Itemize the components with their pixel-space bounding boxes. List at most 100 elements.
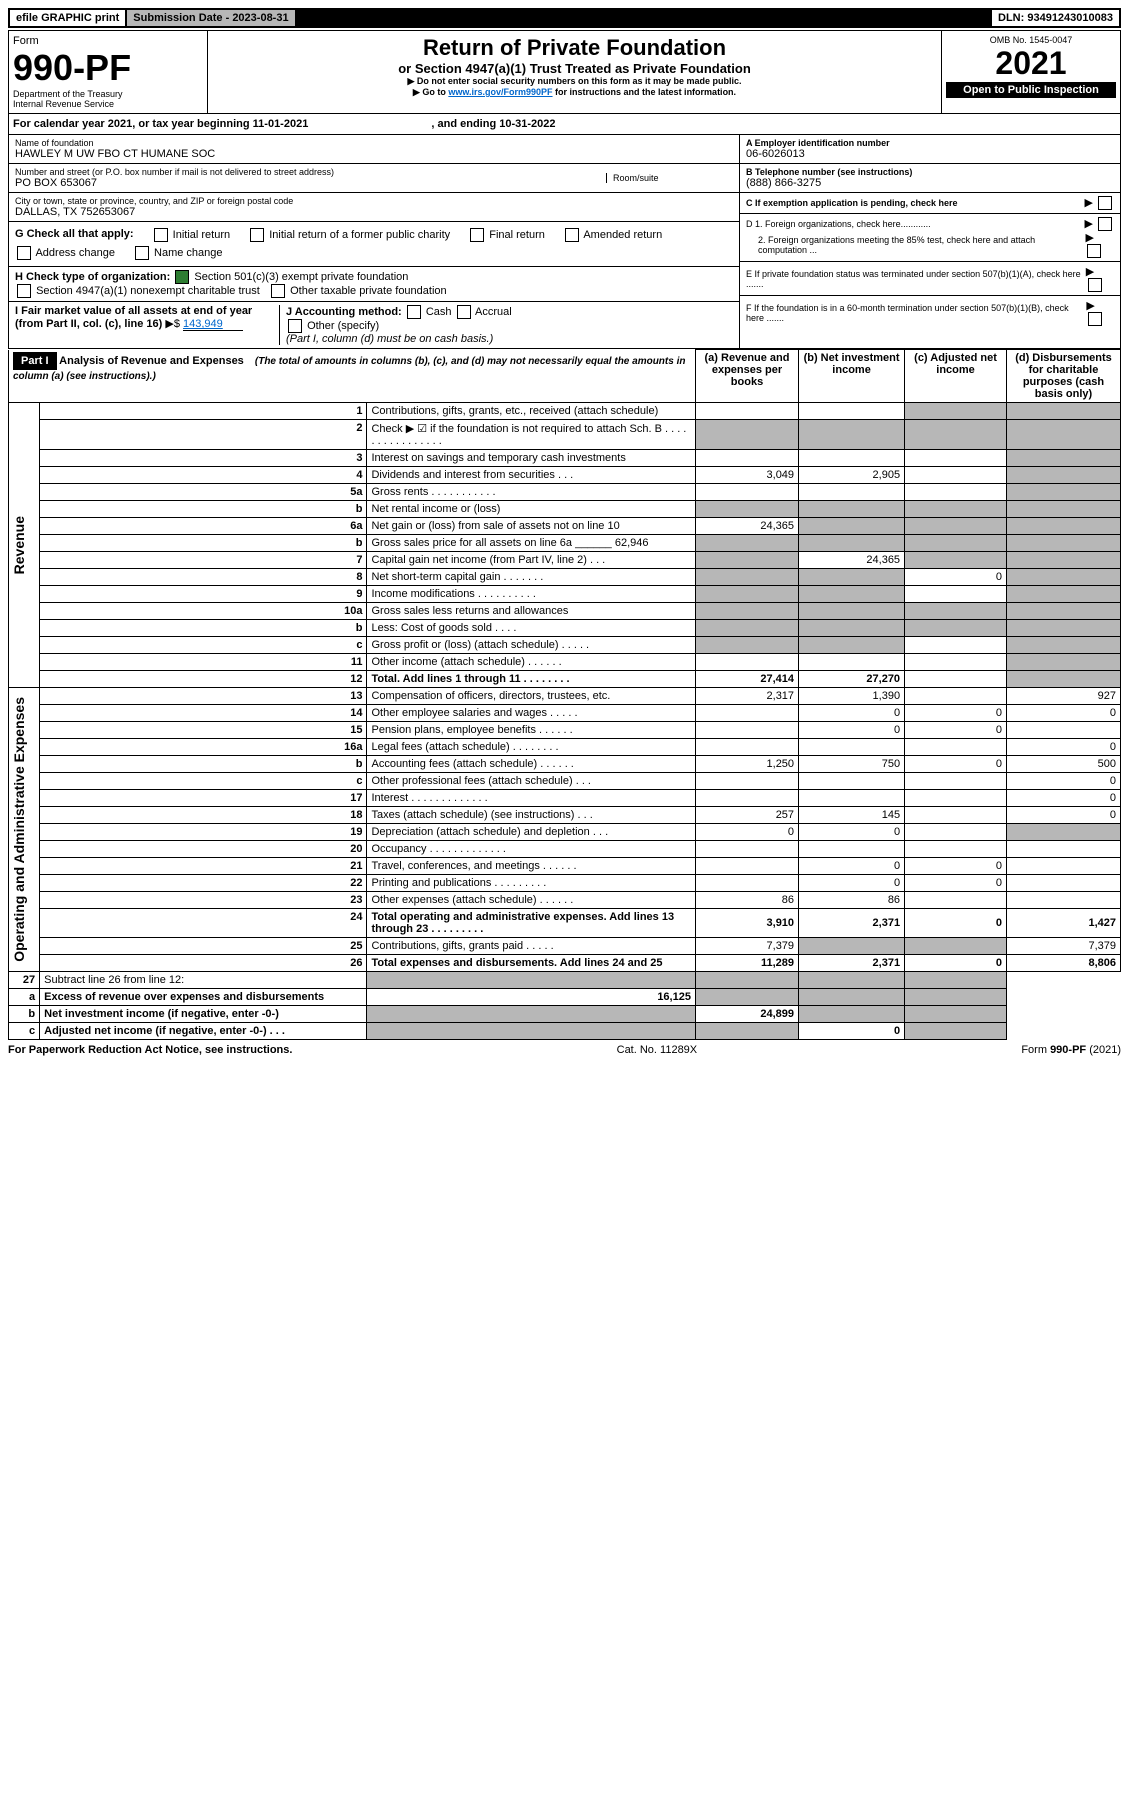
form-word: Form xyxy=(13,35,203,47)
form990pf-link[interactable]: www.irs.gov/Form990PF xyxy=(448,87,552,97)
checkbox-d1[interactable] xyxy=(1098,217,1112,231)
table-cell xyxy=(905,420,1007,450)
table-row: 11Other income (attach schedule) . . . .… xyxy=(9,654,1121,671)
table-cell xyxy=(905,790,1007,807)
table-cell xyxy=(695,722,798,739)
table-row: 10aGross sales less returns and allowanc… xyxy=(9,603,1121,620)
col-d-header: (d) Disbursements for charitable purpose… xyxy=(1006,350,1120,403)
part1-table: Part I Analysis of Revenue and Expenses … xyxy=(8,349,1121,1040)
checkbox-d2[interactable] xyxy=(1087,244,1101,258)
table-row: bGross sales price for all assets on lin… xyxy=(9,535,1121,552)
table-cell xyxy=(799,773,905,790)
table-cell xyxy=(695,773,798,790)
city-value: DALLAS, TX 752653067 xyxy=(15,206,733,218)
line-desc: Net rental income or (loss) xyxy=(367,501,695,518)
table-cell: 0 xyxy=(1006,773,1120,790)
table-cell xyxy=(905,467,1007,484)
checkbox-4947[interactable] xyxy=(17,284,31,298)
table-cell xyxy=(367,1006,695,1023)
checkbox-other-method[interactable] xyxy=(288,319,302,333)
table-cell xyxy=(695,875,798,892)
table-row: 12Total. Add lines 1 through 11 . . . . … xyxy=(9,671,1121,688)
line-desc: Taxes (attach schedule) (see instruction… xyxy=(367,807,695,824)
table-row: 22Printing and publications . . . . . . … xyxy=(9,875,1121,892)
table-row: 20Occupancy . . . . . . . . . . . . . xyxy=(9,841,1121,858)
table-cell xyxy=(1006,722,1120,739)
table-cell: 0 xyxy=(799,705,905,722)
table-cell xyxy=(799,654,905,671)
table-row: 6aNet gain or (loss) from sale of assets… xyxy=(9,518,1121,535)
line-desc: Other professional fees (attach schedule… xyxy=(367,773,695,790)
table-row: 5aGross rents . . . . . . . . . . . xyxy=(9,484,1121,501)
table-row: 14Other employee salaries and wages . . … xyxy=(9,705,1121,722)
checkbox-initial-former[interactable] xyxy=(250,228,264,242)
line-desc: Contributions, gifts, grants, etc., rece… xyxy=(367,403,695,420)
table-cell xyxy=(799,620,905,637)
table-row: cGross profit or (loss) (attach schedule… xyxy=(9,637,1121,654)
omb-label: OMB No. 1545-0047 xyxy=(946,35,1116,45)
ein-label: A Employer identification number xyxy=(746,138,1114,148)
line-number: a xyxy=(9,989,40,1006)
table-cell xyxy=(695,739,798,756)
checkbox-f[interactable] xyxy=(1088,312,1102,326)
e-label: E If private foundation status was termi… xyxy=(746,269,1086,289)
info-grid: Name of foundation HAWLEY M UW FBO CT HU… xyxy=(8,135,1121,349)
table-row: 19Depreciation (attach schedule) and dep… xyxy=(9,824,1121,841)
table-cell xyxy=(695,654,798,671)
table-cell: 1,427 xyxy=(1006,909,1120,938)
table-cell: 1,390 xyxy=(799,688,905,705)
line-desc: Depreciation (attach schedule) and deple… xyxy=(367,824,695,841)
table-cell: 0 xyxy=(905,569,1007,586)
table-cell xyxy=(1006,518,1120,535)
checkbox-accrual[interactable] xyxy=(457,305,471,319)
table-cell xyxy=(1006,603,1120,620)
line-number: 11 xyxy=(40,654,367,671)
table-cell xyxy=(905,1006,1007,1023)
table-cell xyxy=(905,518,1007,535)
address-value: PO BOX 653067 xyxy=(15,177,334,189)
checkbox-amended[interactable] xyxy=(565,228,579,242)
fmv-link[interactable]: 143,949 xyxy=(183,318,243,331)
table-cell xyxy=(1006,552,1120,569)
checkbox-501c3[interactable] xyxy=(175,270,189,284)
line-desc: Legal fees (attach schedule) . . . . . .… xyxy=(367,739,695,756)
table-cell: 2,371 xyxy=(799,909,905,938)
checkbox-cash[interactable] xyxy=(407,305,421,319)
checkbox-final-return[interactable] xyxy=(470,228,484,242)
line-desc: Pension plans, employee benefits . . . .… xyxy=(367,722,695,739)
table-cell xyxy=(1006,637,1120,654)
checkbox-initial-return[interactable] xyxy=(154,228,168,242)
line-desc: Other income (attach schedule) . . . . .… xyxy=(367,654,695,671)
table-cell xyxy=(905,586,1007,603)
checkbox-other-taxable[interactable] xyxy=(271,284,285,298)
table-cell xyxy=(799,535,905,552)
table-cell xyxy=(799,1006,905,1023)
table-cell xyxy=(695,790,798,807)
efile-label[interactable]: efile GRAPHIC print xyxy=(10,10,127,26)
table-cell: 3,910 xyxy=(695,909,798,938)
table-cell xyxy=(905,620,1007,637)
footer-left: For Paperwork Reduction Act Notice, see … xyxy=(8,1044,292,1056)
line-number: 14 xyxy=(40,705,367,722)
section-g: G Check all that apply: Initial return I… xyxy=(9,222,739,267)
line-number: 21 xyxy=(40,858,367,875)
line-number: 15 xyxy=(40,722,367,739)
line-desc: Total. Add lines 1 through 11 . . . . . … xyxy=(367,671,695,688)
table-cell xyxy=(695,569,798,586)
checkbox-name-change[interactable] xyxy=(135,246,149,260)
footer-center: Cat. No. 11289X xyxy=(617,1044,698,1056)
line-number: 26 xyxy=(40,955,367,972)
table-row: 15Pension plans, employee benefits . . .… xyxy=(9,722,1121,739)
dln-label: DLN: 93491243010083 xyxy=(990,10,1119,26)
h-label: H Check type of organization: xyxy=(15,271,170,283)
table-cell: 0 xyxy=(905,875,1007,892)
checkbox-address-change[interactable] xyxy=(17,246,31,260)
table-cell: 0 xyxy=(1006,705,1120,722)
checkbox-e[interactable] xyxy=(1088,278,1102,292)
table-row: 25Contributions, gifts, grants paid . . … xyxy=(9,938,1121,955)
d1-label: D 1. Foreign organizations, check here..… xyxy=(746,219,931,229)
checkbox-exemption-pending[interactable] xyxy=(1098,196,1112,210)
table-cell xyxy=(1006,892,1120,909)
f-label: F If the foundation is in a 60-month ter… xyxy=(746,303,1086,323)
table-cell: 86 xyxy=(799,892,905,909)
